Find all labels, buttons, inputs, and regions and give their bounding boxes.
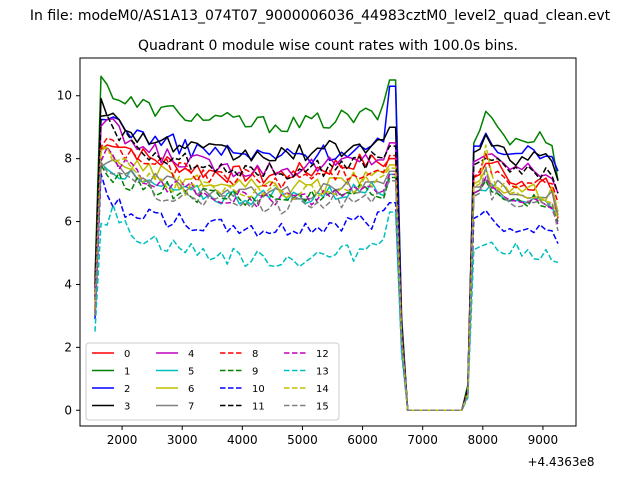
legend-label: 9: [252, 367, 258, 378]
x-tick-label: 9000: [528, 433, 559, 447]
legend-label: 2: [124, 384, 130, 395]
legend-label: 13: [316, 367, 329, 378]
y-axis: 0 2 4 6 8 10: [57, 89, 80, 417]
legend-label: 14: [316, 384, 329, 395]
legend-label: 15: [316, 402, 329, 413]
series-line-10: [94, 172, 559, 412]
x-tick-label: 5000: [287, 433, 318, 447]
y-tick-label: 10: [57, 89, 72, 103]
series-layer: [94, 75, 559, 412]
x-axis: 2000 3000 4000 5000 6000 7000 8000 9000: [107, 426, 558, 447]
y-tick-label: 4: [64, 277, 72, 291]
x-tick-label: 4000: [227, 433, 258, 447]
series-line-3: [94, 97, 559, 412]
legend-label: 1: [124, 367, 130, 378]
x-offset-label: +4.4363e8: [527, 455, 594, 469]
series-line-13: [94, 204, 559, 412]
x-tick-label: 2000: [107, 433, 138, 447]
legend-label: 6: [188, 384, 194, 395]
series-line-9: [94, 164, 559, 412]
legend-label: 3: [124, 402, 130, 413]
x-tick-label: 7000: [407, 433, 438, 447]
legend-label: 0: [124, 349, 130, 360]
chart-title: Quadrant 0 module wise count rates with …: [138, 38, 518, 54]
series-line-14: [94, 144, 559, 412]
x-tick-label: 6000: [347, 433, 378, 447]
series-line-2: [94, 85, 559, 412]
y-tick-label: 8: [64, 152, 72, 166]
legend-label: 8: [252, 349, 258, 360]
y-tick-label: 2: [64, 340, 72, 354]
y-tick-label: 0: [64, 403, 72, 417]
x-tick-label: 3000: [167, 433, 198, 447]
series-line-8: [94, 137, 559, 412]
chart-suptitle: In file: modeM0/AS1A13_074T07_9000006036…: [30, 8, 611, 24]
legend-label: 7: [188, 402, 194, 413]
series-line-15: [94, 161, 559, 412]
plot-frame: [79, 57, 577, 427]
legend-label: 12: [316, 349, 329, 360]
legend-label: 10: [252, 384, 265, 395]
x-tick-label: 8000: [468, 433, 499, 447]
legend-label: 5: [188, 367, 194, 378]
series-line-1: [94, 75, 559, 412]
legend-box: [85, 342, 340, 421]
series-line-11: [94, 114, 559, 412]
legend-label: 11: [252, 402, 265, 413]
y-tick-label: 6: [64, 215, 72, 229]
legend-label: 4: [188, 349, 194, 360]
